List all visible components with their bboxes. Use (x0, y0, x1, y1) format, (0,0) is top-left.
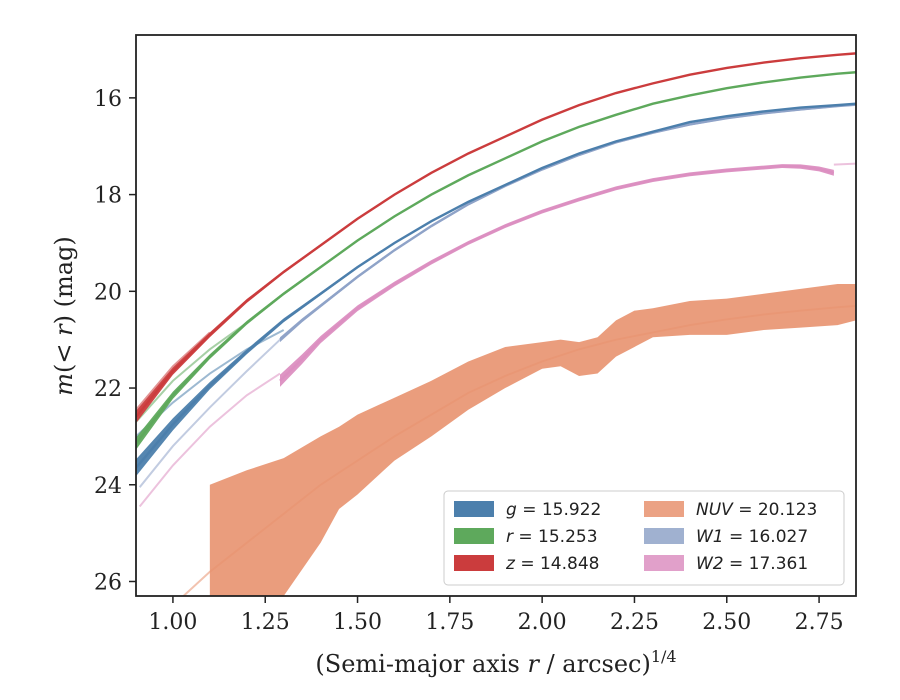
legend-series-value: = 15.922 (517, 500, 602, 520)
plot-area (136, 52, 856, 596)
series-w1-faint-line (138, 338, 281, 488)
series-nuv-band (209, 284, 856, 596)
legend-series-value: = 14.848 (515, 554, 600, 574)
axis-ticks: 1.00 1.25 1.50 1.75 2.00 2.25 2.50 2.75 16 18 20 22… (94, 87, 844, 635)
series-w2-faint-line (138, 372, 281, 508)
legend-series-name: W1 (696, 527, 724, 547)
legend-swatch-g (454, 501, 494, 517)
series-g-line (136, 102, 856, 469)
y-axis-title-end: ) (mag) (50, 236, 78, 324)
legend-series-value: = 15.253 (513, 527, 598, 547)
y-axis-title-var: m (50, 373, 78, 396)
x-tick-label: 1.25 (241, 610, 290, 635)
x-axis-title-prefix: (Semi-major axis (315, 650, 527, 678)
x-tick-label: 1.00 (148, 610, 197, 635)
legend-label-z: z = 14.848 (505, 554, 599, 574)
legend-series-name: NUV (696, 500, 734, 520)
legend-swatch-w2 (644, 555, 684, 571)
legend-series-name: W2 (696, 554, 724, 574)
series-w1-line (279, 103, 856, 341)
y-tick-label: 24 (94, 474, 122, 499)
legend-series-name: r (506, 527, 514, 547)
legend-series-value: = 17.361 (724, 554, 809, 574)
legend-series-name: z (505, 554, 516, 574)
x-tick-label: 2.75 (795, 610, 844, 635)
y-axis-title-r: r (50, 323, 78, 336)
y-axis-title: m(< r) (mag) (50, 236, 78, 396)
legend-series-name: g (506, 500, 517, 520)
x-tick-label: 2.50 (702, 610, 751, 635)
x-tick-label: 1.50 (333, 610, 382, 635)
legend-swatch-nuv (644, 501, 684, 517)
legend-swatch-w1 (644, 528, 684, 544)
y-tick-label: 26 (94, 570, 122, 595)
series-g-band (136, 102, 856, 477)
legend-series-value: = 16.027 (724, 527, 809, 547)
y-tick-label: 22 (94, 377, 122, 402)
series-w2-faint-line-end (833, 162, 856, 166)
x-axis-title-suffix: / arcsec) (539, 650, 651, 678)
x-axis-title: (Semi-major axis r / arcsec)1/4 (315, 647, 676, 678)
y-axis-title-mid: (< (50, 336, 78, 373)
series-w2-line (279, 164, 835, 382)
y-tick-label: 18 (94, 184, 122, 209)
x-axis-title-exponent: 1/4 (651, 647, 677, 666)
plot-frame (135, 34, 857, 597)
series-z-line (136, 52, 856, 418)
legend-swatch-r (454, 528, 494, 544)
legend-label-nuv: NUV = 20.123 (696, 500, 817, 520)
x-axis-title-var: r (527, 650, 540, 678)
y-tick-label: 16 (94, 87, 122, 112)
series-z-faint-line (136, 331, 211, 411)
x-tick-label: 2.00 (518, 610, 567, 635)
x-tick-label: 2.25 (610, 610, 659, 635)
legend-label-w2: W2 = 17.361 (696, 554, 808, 574)
y-tick-label: 20 (94, 280, 122, 305)
legend-label-g: g = 15.922 (506, 500, 601, 520)
x-tick-label: 1.75 (425, 610, 474, 635)
legend-swatch-z (454, 555, 494, 571)
legend-label-w1: W1 = 16.027 (696, 527, 808, 547)
series-r-faint-line (136, 321, 248, 423)
legend-series-value: = 20.123 (733, 500, 818, 520)
series-r-line (136, 71, 856, 445)
legend-label-r: r = 15.253 (506, 527, 598, 547)
